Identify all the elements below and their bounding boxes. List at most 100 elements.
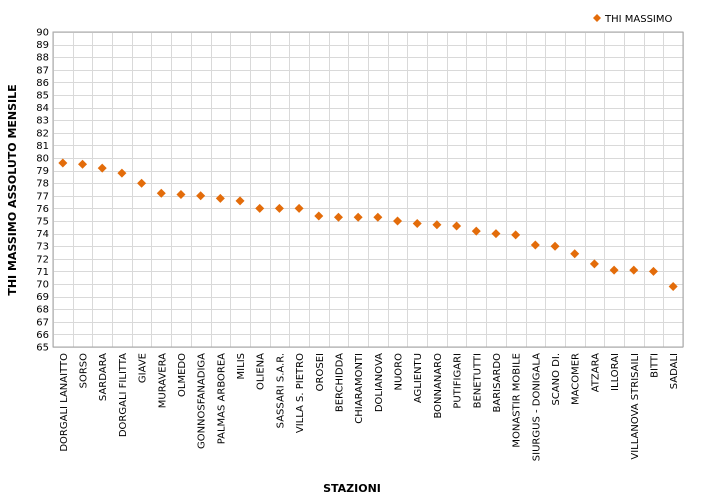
x-tick-label: MURAVERA	[157, 353, 168, 408]
data-point	[412, 219, 422, 229]
data-point	[196, 191, 206, 201]
y-tick-label: 82	[36, 128, 49, 139]
y-tick-label: 77	[36, 191, 49, 202]
x-tick-label: GIAVE	[138, 353, 149, 383]
y-tick-label: 66	[36, 330, 49, 341]
x-tick-label: ATZARA	[590, 353, 601, 392]
y-tick-label: 78	[36, 179, 49, 190]
x-tick-label: BARISARDO	[492, 353, 503, 413]
data-point	[373, 212, 383, 222]
y-tick-label: 81	[36, 141, 49, 152]
data-point	[648, 266, 658, 276]
y-tick-label: 86	[36, 78, 49, 89]
data-point	[137, 178, 147, 188]
x-tick-label: PUTIFIGARI	[453, 353, 464, 409]
data-point	[156, 188, 166, 198]
data-point	[117, 168, 127, 178]
data-point	[353, 212, 363, 222]
y-tick-label: 84	[36, 103, 49, 114]
x-axis-title: STAZIONI	[323, 482, 381, 495]
data-point	[255, 203, 265, 213]
y-tick-label: 79	[36, 166, 49, 177]
y-axis-ticks: 6566676869707172737475767778798081828384…	[36, 28, 49, 354]
x-tick-label: OROSEI	[315, 353, 326, 391]
y-tick-label: 89	[36, 40, 49, 51]
x-tick-label: SCANO DI.	[551, 353, 562, 406]
x-tick-label: MONASTIR MOBILE	[512, 353, 523, 448]
legend-label: THI MASSIMO	[604, 14, 672, 25]
y-tick-label: 74	[36, 229, 49, 240]
data-point	[333, 212, 343, 222]
data-point	[274, 203, 284, 213]
x-tick-label: ILLORAI	[610, 353, 621, 391]
x-tick-label: VILLANOVA STRISAILI	[630, 353, 641, 460]
y-tick-label: 76	[36, 204, 49, 215]
data-point	[530, 240, 540, 250]
data-point	[294, 203, 304, 213]
x-tick-label: BITTI	[649, 353, 660, 378]
x-tick-label: OLMEDO	[177, 353, 188, 397]
data-point	[491, 229, 501, 239]
x-tick-label: BERCHIDDA	[334, 353, 345, 412]
data-point	[393, 216, 403, 226]
x-tick-label: SORSO	[79, 353, 90, 389]
data-point	[58, 158, 68, 168]
data-point	[235, 196, 245, 206]
data-point	[511, 230, 521, 240]
data-point	[668, 282, 678, 292]
y-axis-title: THI MASSIMO ASSOLUTO MENSILE	[6, 84, 19, 295]
data-point	[97, 163, 107, 173]
y-tick-label: 90	[36, 28, 49, 39]
y-tick-label: 72	[36, 254, 49, 265]
x-tick-label: MACOMER	[571, 353, 582, 405]
data-point	[589, 259, 599, 269]
grid	[53, 32, 684, 348]
x-tick-label: DOLIANOVA	[374, 353, 385, 412]
data-point	[215, 193, 225, 203]
y-tick-label: 88	[36, 53, 49, 64]
y-tick-label: 75	[36, 217, 49, 228]
y-tick-label: 80	[36, 154, 49, 165]
data-point	[432, 220, 442, 230]
y-tick-label: 87	[36, 65, 49, 76]
x-tick-label: CHIARAMONTI	[354, 353, 365, 424]
legend: THI MASSIMO	[593, 14, 672, 25]
y-tick-label: 85	[36, 91, 49, 102]
data-point	[570, 249, 580, 259]
x-tick-label: OLIENA	[256, 353, 267, 390]
data-point	[176, 190, 186, 200]
x-tick-label: VILLA S. PIETRO	[295, 353, 306, 433]
x-tick-label: AGLIENTU	[413, 353, 424, 403]
data-point	[471, 226, 481, 236]
x-axis-ticks: DORGALI LANAITTO SORSO SARDARA DORGALI FILI…	[59, 353, 680, 461]
data-point	[629, 265, 639, 275]
y-tick-label: 71	[36, 267, 49, 278]
legend-marker	[593, 14, 601, 22]
y-tick-label: 68	[36, 305, 49, 316]
data-point	[609, 265, 619, 275]
y-tick-label: 83	[36, 116, 49, 127]
x-tick-label: BONNANARO	[433, 353, 444, 419]
y-tick-label: 65	[36, 343, 49, 354]
y-tick-label: 70	[36, 280, 49, 291]
x-tick-label: BENETUTTI	[472, 353, 483, 408]
y-tick-label: 69	[36, 292, 49, 303]
data-point	[452, 221, 462, 231]
data-point	[550, 241, 560, 251]
plot-area	[52, 31, 684, 348]
data-point	[314, 211, 324, 221]
x-tick-label: SIURGUS - DONIGALA	[531, 353, 542, 461]
x-tick-label: DORGALI FILITTA	[118, 353, 129, 437]
y-tick-label: 67	[36, 317, 49, 328]
x-tick-label: SARDARA	[98, 353, 109, 401]
x-tick-label: NUORO	[394, 353, 405, 391]
x-tick-label: PALMAS ARBOREA	[216, 353, 227, 444]
x-tick-label: GONNOSFANADIGA	[197, 353, 208, 449]
x-tick-label: MILIS	[236, 353, 247, 379]
x-tick-label: SADALI	[669, 353, 680, 389]
y-tick-label: 73	[36, 242, 49, 253]
x-tick-label: DORGALI LANAITTO	[59, 353, 70, 452]
data-point	[78, 159, 88, 169]
